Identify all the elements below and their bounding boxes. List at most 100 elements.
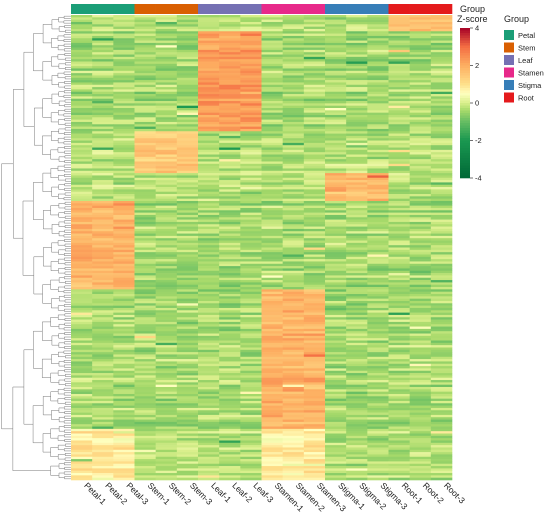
heatmap-cell (219, 324, 241, 327)
heatmap-cell (240, 263, 262, 267)
heatmap-cell (92, 426, 114, 430)
heatmap-cell (155, 149, 178, 153)
heatmap-cell (325, 468, 347, 472)
heatmap-cell (71, 19, 93, 23)
heatmap-cell (430, 294, 453, 297)
heatmap-cell (113, 66, 135, 69)
heatmap-cell (325, 407, 347, 411)
heatmap-cell (346, 147, 368, 151)
heatmap-cell (92, 94, 114, 97)
heatmap-cell (409, 300, 432, 304)
heatmap-cell (261, 412, 283, 416)
heatmap-cell (198, 254, 220, 258)
heatmap-cell (303, 24, 326, 27)
heatmap-cell (388, 105, 410, 109)
heatmap-cell (176, 412, 199, 416)
heatmap-cell (71, 454, 93, 458)
heatmap-cell (346, 114, 368, 118)
heatmap-cell (346, 98, 368, 102)
heatmap-cell (282, 187, 305, 190)
heatmap-cell (325, 314, 347, 318)
heatmap-cell (219, 228, 241, 232)
heatmap-cell (71, 410, 93, 413)
heatmap-cell (282, 49, 305, 53)
heatmap-cell (409, 124, 432, 127)
heatmap-cell (219, 345, 241, 348)
heatmap-cell (198, 73, 220, 76)
heatmap-cell (176, 452, 199, 455)
heatmap-cell (92, 326, 114, 330)
heatmap-cell (92, 82, 114, 86)
heatmap-cell (92, 105, 114, 109)
heatmap-cell (198, 452, 220, 455)
heatmap-cell (92, 252, 114, 255)
heatmap-cell (325, 459, 347, 462)
heatmap-cell (113, 377, 135, 381)
heatmap-cell (155, 356, 178, 360)
heatmap-cell (219, 91, 241, 95)
heatmap-cell (346, 273, 368, 276)
heatmap-cell (71, 189, 93, 193)
heatmap-cell (71, 238, 93, 241)
heatmap-cell (430, 108, 453, 111)
heatmap-cell (71, 38, 93, 41)
heatmap-cell (71, 377, 93, 381)
heatmap-cell (261, 219, 283, 223)
heatmap-cell (367, 26, 389, 30)
heatmap-cell (198, 377, 220, 381)
heatmap-cell (155, 245, 178, 248)
heatmap-cell (409, 91, 432, 95)
heatmap-cell (176, 300, 199, 304)
heatmap-cell (261, 389, 283, 392)
heatmap-cell (92, 15, 114, 18)
heatmap-cell (155, 400, 178, 404)
heatmap-cell (282, 31, 305, 34)
heatmap-cell (409, 352, 432, 355)
heatmap-cell (71, 240, 93, 244)
heatmap-cell (367, 373, 389, 376)
heatmap-cell (155, 440, 178, 444)
heatmap-cell (92, 42, 114, 46)
heatmap-cell (367, 45, 389, 48)
heatmap-cell (367, 277, 389, 281)
heatmap-cell (409, 354, 432, 358)
heatmap-cell (367, 307, 389, 311)
heatmap-cell (367, 163, 389, 167)
heatmap-cell (282, 303, 305, 306)
heatmap-cell (113, 35, 135, 39)
heatmap-cell (71, 35, 93, 39)
heatmap-cell (134, 66, 156, 69)
heatmap-cell (325, 273, 347, 276)
heatmap-cell (430, 356, 453, 360)
heatmap-cell (134, 426, 156, 430)
heatmap-cell (388, 319, 410, 323)
heatmap-cell (367, 245, 389, 248)
heatmap-cell (388, 324, 410, 327)
heatmap-cell (71, 63, 93, 67)
heatmap-cell (240, 426, 262, 430)
heatmap-cell (92, 182, 114, 186)
column-label: Root-2 (421, 480, 446, 505)
colorbar-segment (460, 148, 470, 151)
heatmap-cell (71, 126, 93, 130)
heatmap-cell (430, 438, 453, 441)
colorbar-segment (460, 38, 470, 41)
heatmap-cell (176, 40, 199, 44)
heatmap-cell (409, 433, 432, 437)
heatmap-cell (198, 112, 220, 116)
heatmap-cell (430, 96, 453, 100)
heatmap-cell (261, 56, 283, 60)
heatmap-cell (134, 103, 156, 106)
heatmap-cell (346, 35, 368, 39)
heatmap-cell (430, 387, 453, 390)
heatmap-cell (134, 152, 156, 155)
heatmap-cell (409, 24, 432, 27)
heatmap-cell (430, 126, 453, 130)
heatmap-cell (113, 119, 135, 123)
heatmap-cell (198, 428, 220, 432)
heatmap-cell (134, 194, 156, 197)
colorbar-segment (460, 28, 470, 31)
heatmap-cell (346, 191, 368, 195)
heatmap-cell (303, 84, 326, 88)
heatmap-cell (430, 363, 453, 367)
